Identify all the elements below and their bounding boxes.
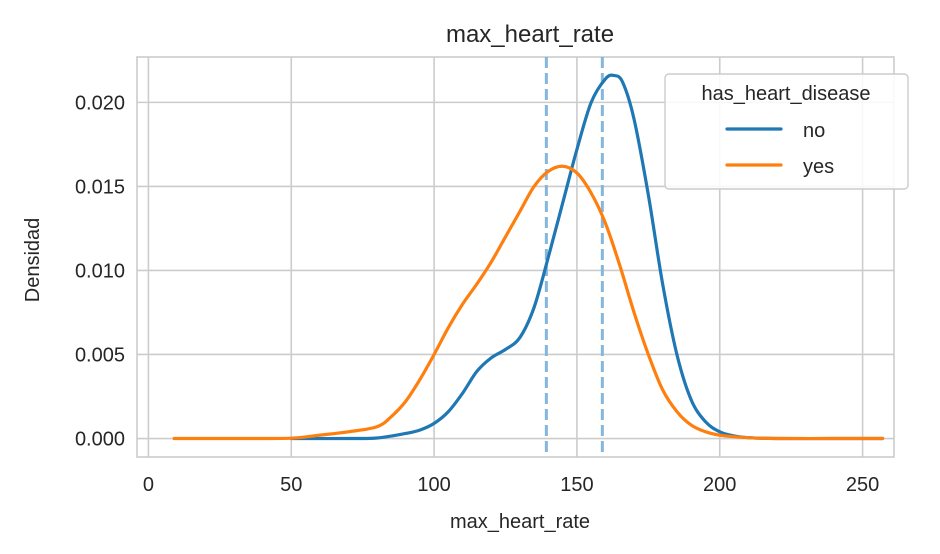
legend: has_heart_disease no yes <box>664 73 909 190</box>
legend-label-no: no <box>803 120 825 142</box>
series-line-yes <box>172 164 885 441</box>
legend-label-yes: yes <box>803 156 834 178</box>
x-tick-labels: 0 50 100 150 200 250 <box>143 474 879 496</box>
y-tick-label: 0.020 <box>75 92 125 114</box>
series-line-no <box>289 73 885 441</box>
x-tick-label: 50 <box>280 474 302 496</box>
plot-frame <box>136 56 895 458</box>
legend-title: has_heart_disease <box>701 83 870 105</box>
y-axis-label: Densidad <box>22 218 44 303</box>
y-tick-label: 0.005 <box>75 344 125 366</box>
y-tick-label: 0.010 <box>75 260 125 282</box>
y-tick-label: 0.015 <box>75 176 125 198</box>
x-tick-label: 0 <box>143 474 154 496</box>
x-tick-label: 200 <box>703 474 736 496</box>
chart-title: max_heart_rate <box>446 21 614 48</box>
y-tick-label: 0.000 <box>75 429 125 451</box>
x-axis-label: max_heart_rate <box>450 511 590 533</box>
x-tick-label: 150 <box>560 474 593 496</box>
legend-box <box>664 73 909 190</box>
series-lines <box>172 73 885 441</box>
y-tick-labels: 0.000 0.005 0.010 0.015 0.020 <box>75 92 125 450</box>
x-tick-label: 100 <box>417 474 450 496</box>
reference-lines <box>544 57 604 457</box>
x-tick-label: 250 <box>846 474 879 496</box>
